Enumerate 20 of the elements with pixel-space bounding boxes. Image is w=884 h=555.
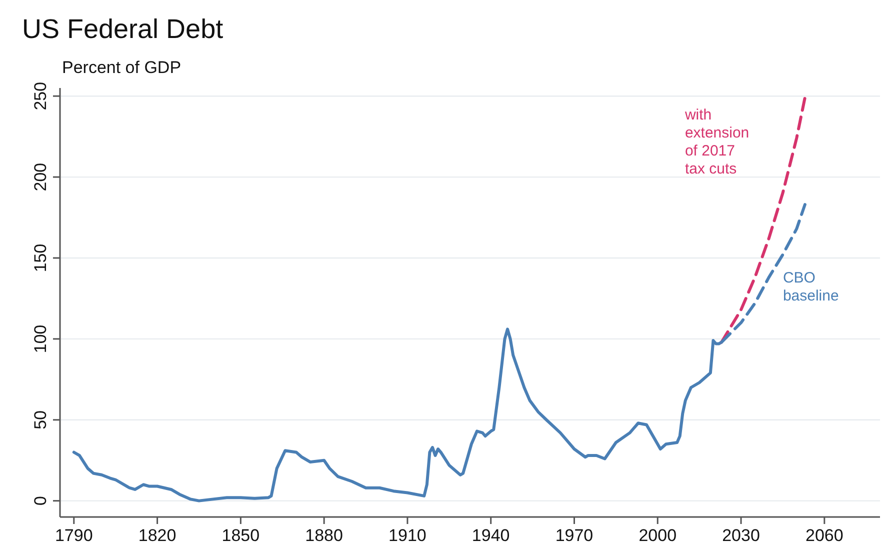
text: with extension of 2017 tax cuts <box>684 106 750 178</box>
x-tick-label: 2000 <box>638 526 677 545</box>
y-tick-label: 250 <box>31 82 50 110</box>
series-label: CBO baseline <box>782 270 839 305</box>
x-tick-label: 1880 <box>305 526 343 545</box>
chart-subtitle: Percent of GDP <box>62 58 182 77</box>
y-tick-label: 150 <box>31 244 50 272</box>
x-tick-label: 1790 <box>54 526 93 545</box>
y-tick-label: 100 <box>31 324 50 354</box>
x-tick-label: 1910 <box>388 526 426 545</box>
x-tick-label: 2060 <box>805 526 844 545</box>
x-tick-label: 1940 <box>472 526 510 545</box>
x-tick-label: 1850 <box>222 526 260 545</box>
x-tick-label: 1970 <box>555 526 594 545</box>
x-tick-label: 2030 <box>722 526 760 545</box>
y-tick-label: 50 <box>31 410 50 430</box>
x-tick-label: 1820 <box>138 526 176 545</box>
y-tick-label: 0 <box>31 496 50 506</box>
chart-title: US Federal Debt <box>22 14 224 44</box>
y-tick-label: 200 <box>31 162 50 192</box>
